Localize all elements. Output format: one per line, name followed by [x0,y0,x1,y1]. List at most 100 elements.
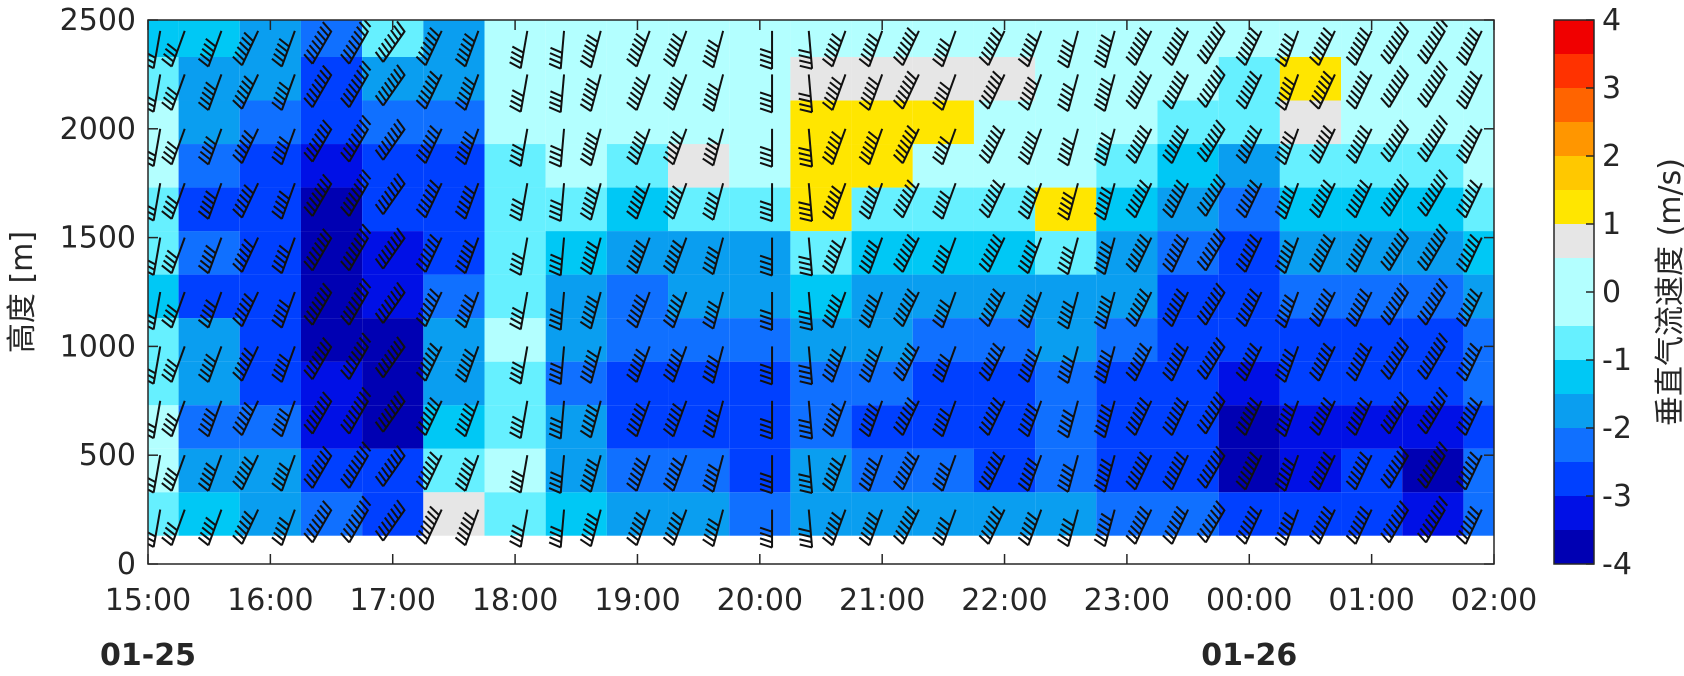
wind-barb-feather [626,536,638,547]
wind-barb-feather [867,239,879,250]
wind-barb-feather [1138,124,1150,136]
wind-barb-feather [311,409,322,421]
wind-barb-feather [823,205,835,215]
wind-barb-feather [340,532,351,544]
heatmap-cell [1218,361,1280,406]
wind-barb-feather [345,87,356,99]
wind-barb-feather [583,305,596,315]
wind-barb-feather [1427,350,1438,362]
wind-barb-feather [798,201,811,207]
wind-barb-feather [707,409,720,418]
heatmap-cell [148,492,179,536]
wind-barb-feather [827,521,839,532]
wind-barb-feather [1246,238,1258,249]
wind-barb-feather [1380,151,1391,163]
wind-barb-feather [1166,307,1178,318]
wind-barb-feather [1274,101,1286,111]
wind-barb-feather [831,348,843,358]
wind-barb [271,400,296,438]
wind-barb-feather [342,146,353,158]
wind-barb-feather [935,472,947,482]
wind-barb-feather [862,526,874,537]
wind-barb-feather [799,380,813,386]
wind-barb-feather [989,347,1001,358]
wind-barb-feather [1026,402,1038,413]
wind-barb-feather [633,190,645,200]
wind-barb-feather [1352,302,1364,313]
wind-barb-feather [340,205,351,217]
heatmap-cell [178,144,240,188]
wind-barb [702,509,725,548]
wind-barb-feather [1058,370,1071,379]
wind-barb-feather [1469,124,1480,136]
wind-barb-feather [895,257,906,268]
wind-barb [1196,336,1226,380]
wind-barb-feather [319,69,330,81]
wind-barb-feather [234,312,246,323]
wind-barb-feather [992,26,1003,38]
wind-barb-feather [203,42,215,53]
wind-barb-feather [1283,32,1295,43]
wind-barb-feather [1017,373,1029,383]
wind-barb-feather [1388,518,1399,530]
wind-barb-feather [633,462,645,472]
wind-barb-feather [1281,299,1294,309]
wind-barb-feather [937,304,949,314]
wind-barb-feather [1199,473,1210,485]
wind-barb-feather [1025,299,1037,309]
wind-barb-feather [460,86,472,96]
heatmap-cell [484,492,546,536]
wind-barb-feather [860,150,872,161]
wind-barb-feather [319,178,330,190]
wind-barb-feather [1458,366,1469,377]
wind-barb [1308,342,1336,382]
wind-barb-feather [1058,261,1071,271]
wind-barb-feather [1398,64,1409,76]
wind-barb-feather [1382,473,1393,485]
wind-barb-feather [199,205,211,215]
wind-barb-feather [1419,146,1430,158]
wind-barb-feather [350,350,361,362]
wind-barb-feather [243,31,254,42]
wind-barb-feather [586,77,599,87]
wind-barb-feather [271,482,283,492]
wind-barb-feather [1356,401,1368,412]
wind-barb-feather [829,407,841,418]
wind-barb-feather [798,255,811,261]
wind-barb-feather [759,200,773,207]
wind-barb-feather [429,233,440,244]
wind-barb-feather [759,58,773,65]
wind-barb [798,237,814,277]
wind-barb-feather [799,211,812,217]
wind-barb-feather [1242,84,1253,96]
wind-barb-feather [626,155,638,166]
wind-barb-feather [549,367,563,375]
wind-barb-feather [234,148,246,160]
wind-barb-feather [1398,21,1409,33]
wind-barb-feather [276,86,288,96]
wind-barb-feather [358,119,369,131]
wind-barb-feather [374,312,384,324]
wind-barb-feather [933,531,946,542]
wind-barb [1017,74,1043,111]
colorbar-segment [1554,462,1594,496]
wind-barb-feather [865,190,878,200]
wind-barb-feather [1396,26,1407,37]
wind-barb-feather [1204,300,1215,312]
wind-barb-feather [205,135,217,146]
wind-barb-feather [895,312,906,323]
wind-barb-feather [348,409,358,421]
wind-barb-feather [241,352,252,363]
wind-barb-feather [1359,70,1370,81]
wind-barb-feather [549,95,563,103]
wind-barb-feather [426,129,438,140]
wind-barb-feather [424,243,436,254]
wind-barb-feather [1396,232,1407,244]
wind-barb-feather [1313,89,1325,100]
wind-barb-feather [904,75,915,86]
wind-barb-feather [1416,369,1427,380]
wind-barb-feather [671,457,684,467]
wind-barb [1345,179,1373,219]
wind-barb-feather [1385,44,1396,56]
wind-barb-feather [1385,251,1396,262]
